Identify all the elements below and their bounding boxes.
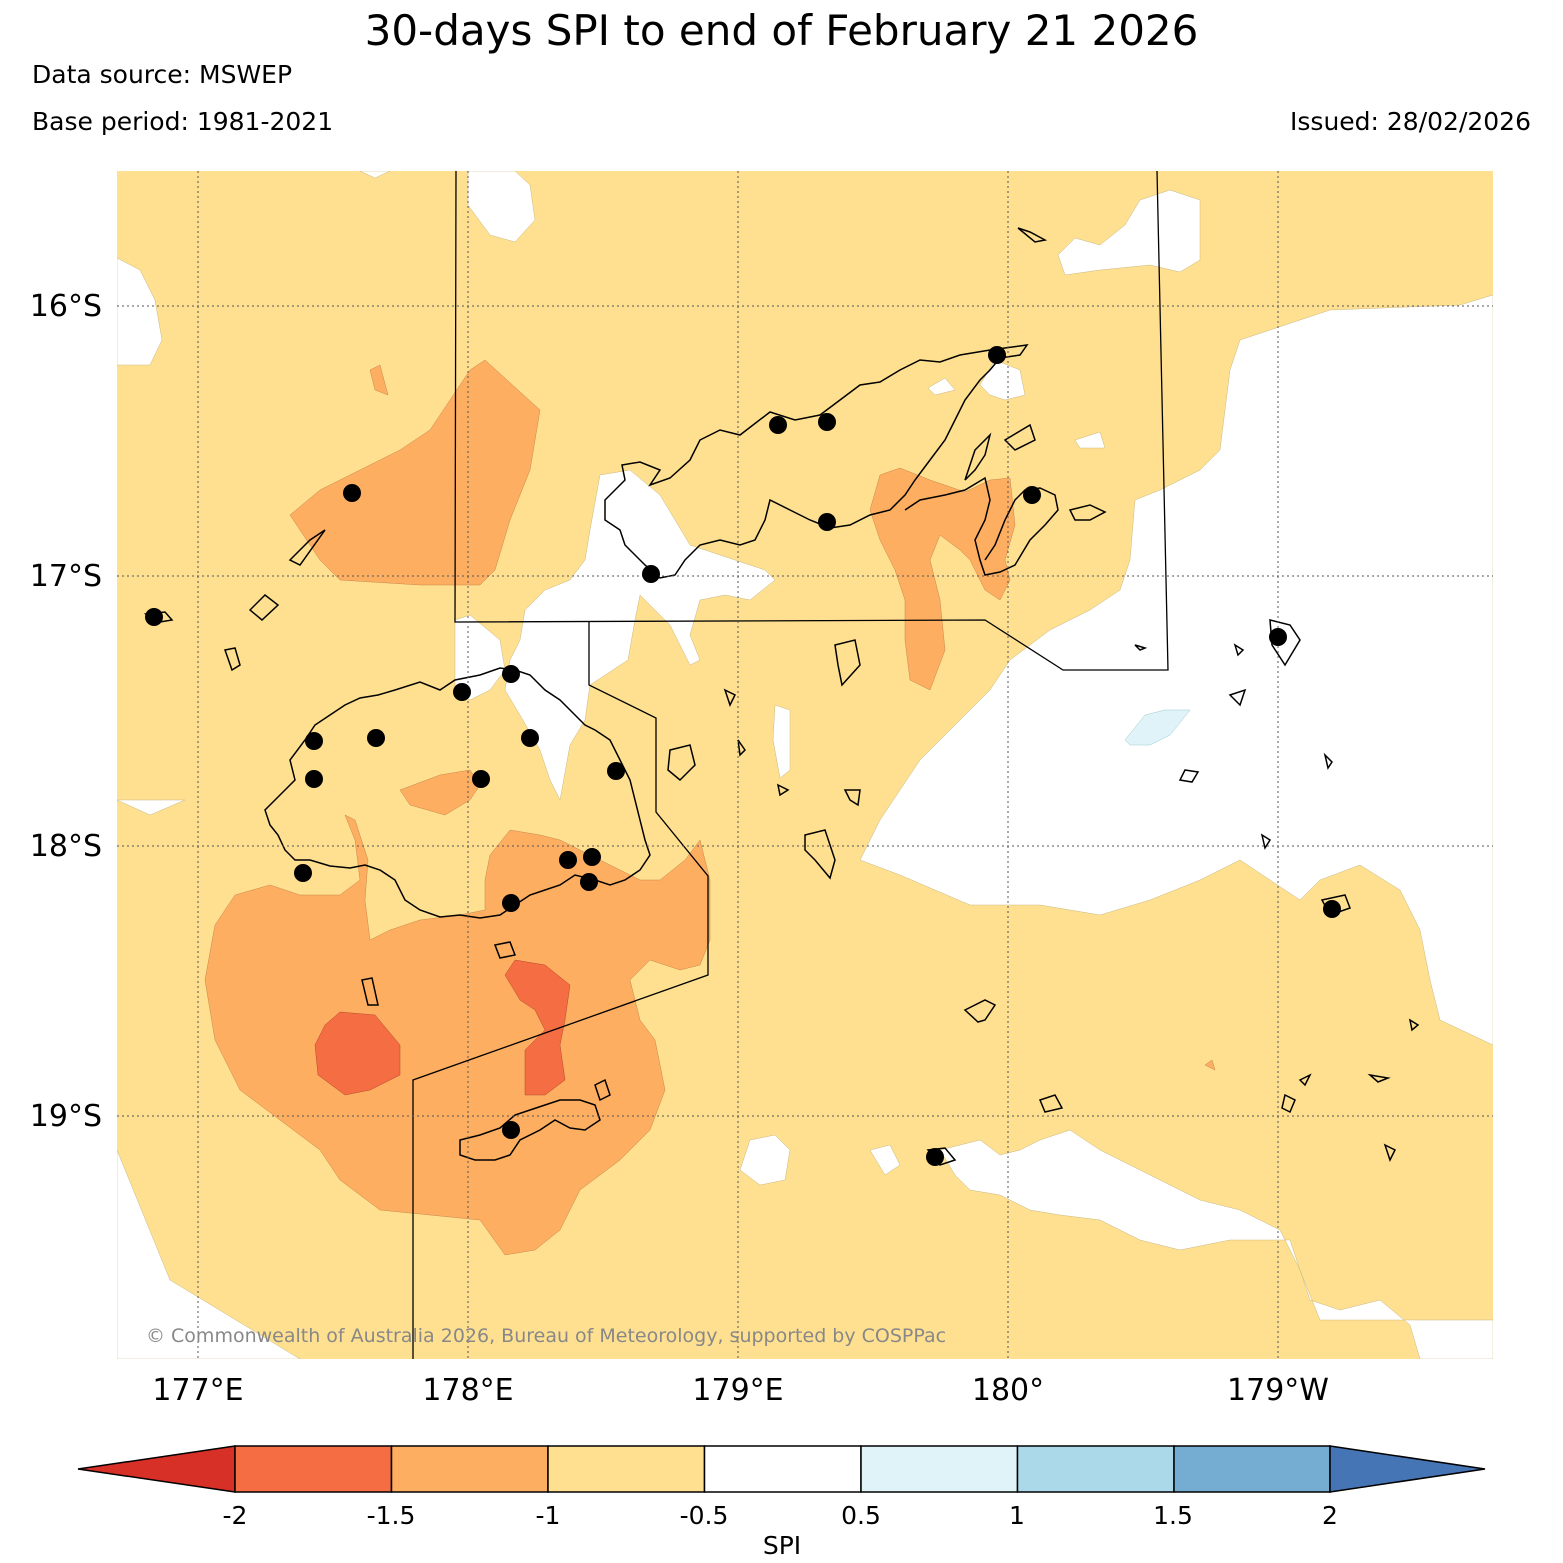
station-marker [521,729,539,747]
station-marker [343,484,361,502]
station-marker [305,770,323,788]
lon-label: 180° [972,1373,1044,1408]
colorbar-segment [234,1445,393,1493]
station-marker [818,413,836,431]
colorbar-segment [1016,1445,1175,1493]
lon-label: 179°W [1227,1373,1329,1408]
station-marker [1023,486,1041,504]
station-marker [642,565,660,583]
station-marker [1323,900,1341,918]
lat-label: 19°S [30,1099,102,1134]
station-marker [818,513,836,531]
colorbar-tick: 1 [1009,1501,1025,1530]
contour-dry-moderate [204,359,1216,1256]
colorbar-segment [547,1445,706,1493]
base-period-label: Base period: 1981-2021 [32,107,334,136]
station-marker [769,416,787,434]
colorbar-extend-high [1329,1445,1486,1493]
colorbar-label: SPI [763,1531,801,1560]
colorbar-extend-low [77,1445,236,1493]
latitude-labels: 16°S 17°S 18°S 19°S [30,289,102,1134]
longitude-labels: 177°E 178°E 179°E 180° 179°W [152,1373,1329,1408]
station-marker [583,848,601,866]
copyright-notice: © Commonwealth of Australia 2026, Bureau… [146,1325,947,1347]
gridlines [117,171,1493,1359]
colorbar-tick: -1 [536,1501,561,1530]
colorbar-tick: 0.5 [841,1501,881,1530]
station-marker [580,873,598,891]
colorbar-segment [703,1445,862,1493]
station-marker [559,851,577,869]
lon-label: 177°E [152,1373,243,1408]
colorbar-segment [390,1445,549,1493]
lon-label: 179°E [692,1373,783,1408]
station-marker [367,729,385,747]
colorbar-tick: 2 [1322,1501,1338,1530]
station-marker [607,762,625,780]
colorbar-tick: 1.5 [1153,1501,1193,1530]
station-marker [145,608,163,626]
colorbar-segment [1173,1445,1331,1493]
station-marker [305,732,323,750]
station-marker [1269,628,1287,646]
station-marker [502,894,520,912]
issued-date-label: Issued: 28/02/2026 [1290,107,1531,136]
spi-contours [117,171,1493,1359]
map-title: 30-days SPI to end of February 21 2026 [364,6,1199,55]
station-marker [988,346,1006,364]
lat-label: 18°S [30,829,102,864]
station-marker [294,864,312,882]
contour-normal [117,171,1493,1359]
colorbar-tick: -0.5 [680,1501,729,1530]
colorbar-ticks: -2 -1.5 -1 -0.5 0.5 1 1.5 2 SPI [223,1501,1338,1560]
contour-dry-severe [314,959,571,1096]
lon-label: 178°E [422,1373,513,1408]
colorbar-tick: -2 [223,1501,248,1530]
colorbar-tick: -1.5 [367,1501,416,1530]
station-marker [502,1121,520,1139]
data-source-label: Data source: MSWEP [32,60,293,89]
station-marker [926,1148,944,1166]
contour-wet-light [1124,709,1191,746]
admin-boundaries [412,171,1169,1359]
lat-label: 17°S [30,559,102,594]
station-markers [145,346,1341,1166]
station-marker [453,683,471,701]
lat-label: 16°S [30,289,102,324]
station-marker [472,770,490,788]
station-marker [502,665,520,683]
colorbar [77,1445,1486,1493]
colorbar-segment [860,1445,1019,1493]
